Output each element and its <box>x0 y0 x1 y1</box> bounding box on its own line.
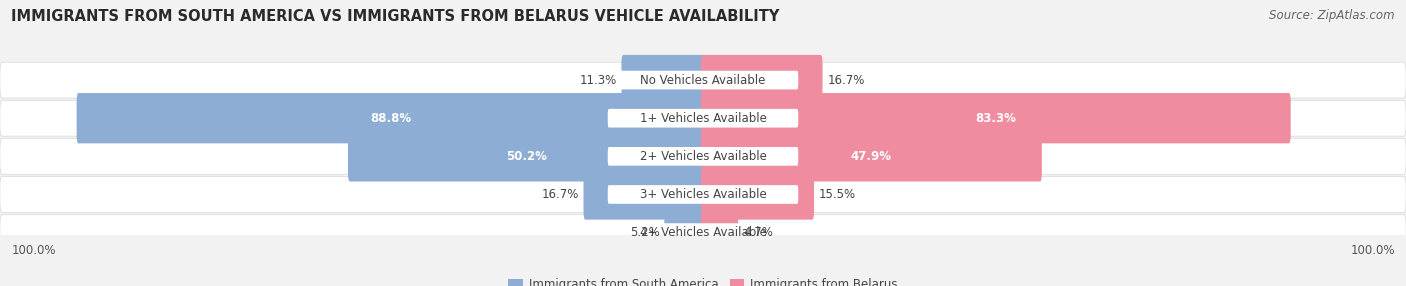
FancyBboxPatch shape <box>0 138 1406 174</box>
Text: 16.7%: 16.7% <box>541 188 579 201</box>
FancyBboxPatch shape <box>607 185 799 204</box>
Text: 4.7%: 4.7% <box>744 226 773 239</box>
Text: 100.0%: 100.0% <box>11 245 56 257</box>
FancyBboxPatch shape <box>607 109 799 128</box>
Text: 47.9%: 47.9% <box>851 150 891 163</box>
FancyBboxPatch shape <box>607 71 799 90</box>
Text: 83.3%: 83.3% <box>976 112 1017 125</box>
Text: 100.0%: 100.0% <box>1350 245 1395 257</box>
Legend: Immigrants from South America, Immigrants from Belarus: Immigrants from South America, Immigrant… <box>509 278 897 286</box>
Text: 15.5%: 15.5% <box>818 188 856 201</box>
Text: 11.3%: 11.3% <box>579 74 616 87</box>
FancyBboxPatch shape <box>665 207 706 258</box>
Text: IMMIGRANTS FROM SOUTH AMERICA VS IMMIGRANTS FROM BELARUS VEHICLE AVAILABILITY: IMMIGRANTS FROM SOUTH AMERICA VS IMMIGRA… <box>11 9 779 23</box>
FancyBboxPatch shape <box>700 207 738 258</box>
Text: 3+ Vehicles Available: 3+ Vehicles Available <box>640 188 766 201</box>
Text: 16.7%: 16.7% <box>827 74 865 87</box>
FancyBboxPatch shape <box>349 131 706 182</box>
FancyBboxPatch shape <box>700 93 1291 143</box>
Text: 4+ Vehicles Available: 4+ Vehicles Available <box>640 226 766 239</box>
Text: 1+ Vehicles Available: 1+ Vehicles Available <box>640 112 766 125</box>
Text: 50.2%: 50.2% <box>506 150 547 163</box>
Text: No Vehicles Available: No Vehicles Available <box>640 74 766 87</box>
FancyBboxPatch shape <box>0 100 1406 136</box>
FancyBboxPatch shape <box>607 147 799 166</box>
FancyBboxPatch shape <box>77 93 704 143</box>
FancyBboxPatch shape <box>700 131 1042 182</box>
FancyBboxPatch shape <box>0 176 1406 212</box>
FancyBboxPatch shape <box>700 55 823 105</box>
FancyBboxPatch shape <box>583 169 706 220</box>
FancyBboxPatch shape <box>0 62 1406 98</box>
FancyBboxPatch shape <box>0 215 1406 251</box>
Text: 88.8%: 88.8% <box>370 112 412 125</box>
FancyBboxPatch shape <box>621 55 706 105</box>
Text: 2+ Vehicles Available: 2+ Vehicles Available <box>640 150 766 163</box>
Text: Source: ZipAtlas.com: Source: ZipAtlas.com <box>1270 9 1395 21</box>
FancyBboxPatch shape <box>700 169 814 220</box>
Text: 5.2%: 5.2% <box>630 226 659 239</box>
FancyBboxPatch shape <box>607 223 799 242</box>
